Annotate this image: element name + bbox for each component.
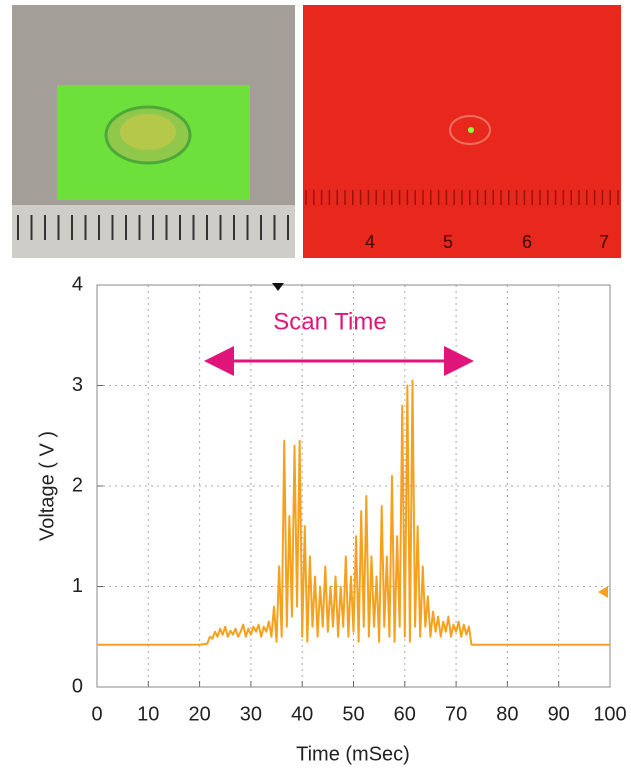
x-tick-label: 60: [394, 703, 416, 725]
y-tick-label: 3: [72, 374, 83, 396]
ruler-label: 7: [599, 232, 609, 252]
x-tick-label: 100: [593, 703, 626, 725]
plot-area: [96, 284, 611, 688]
y-tick-label: 1: [72, 575, 83, 597]
x-tick-label: 90: [548, 703, 570, 725]
photo-left: [12, 5, 295, 258]
x-axis-label: Time (mSec): [296, 743, 410, 765]
photo-right: 4 5 6 7: [303, 5, 621, 258]
y-tick-label: 4: [72, 273, 83, 295]
y-tick-label: 2: [72, 474, 83, 496]
x-tick-label: 40: [291, 703, 313, 725]
level-marker: [598, 586, 608, 598]
x-tick-label: 10: [137, 703, 159, 725]
x-tick-label: 20: [188, 703, 210, 725]
signal-line: [97, 379, 610, 646]
x-tick-label: 70: [445, 703, 467, 725]
x-tick-label: 30: [240, 703, 262, 725]
ruler-label: 6: [522, 232, 532, 252]
y-tick-label: 0: [72, 675, 83, 697]
ruler-ticks: [305, 190, 619, 205]
sample: [449, 115, 491, 145]
sample-core: [120, 114, 176, 150]
photo-background: [303, 5, 621, 258]
x-tick-label: 80: [496, 703, 518, 725]
ruler-label: 4: [365, 232, 375, 252]
y-axis-label: Voltage ( V ): [36, 431, 58, 541]
annotation: Scan Time: [273, 308, 386, 335]
ruler-ticks: [17, 215, 289, 240]
ruler-label: 5: [443, 232, 453, 252]
trigger-marker: [272, 283, 284, 291]
laser-spot: [468, 127, 474, 133]
x-tick-label: 50: [342, 703, 364, 725]
x-tick-label: 0: [91, 703, 102, 725]
